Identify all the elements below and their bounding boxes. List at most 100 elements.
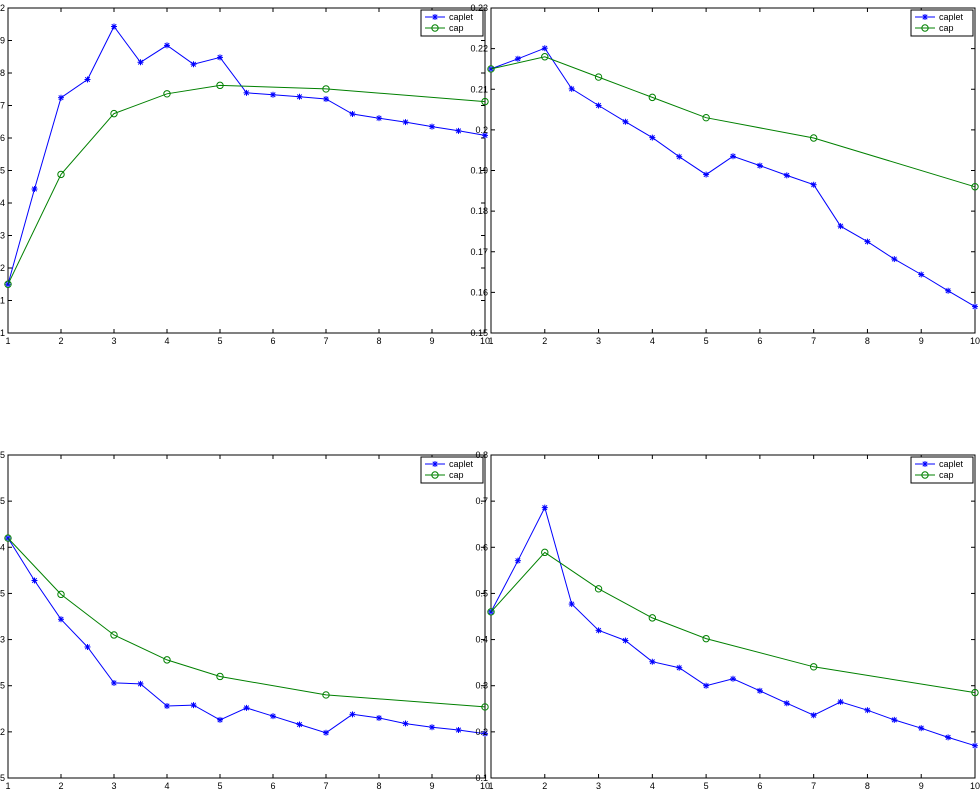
y-tick-label: 0.7 bbox=[475, 496, 488, 506]
legend-entry-cap: cap bbox=[425, 470, 464, 480]
y-tick-label: 0.35 bbox=[0, 588, 5, 598]
data-point-caplet bbox=[972, 303, 978, 310]
plot-area bbox=[490, 454, 976, 779]
data-point-cap bbox=[541, 548, 549, 557]
data-point-caplet bbox=[137, 59, 144, 66]
data-point-caplet bbox=[31, 186, 38, 193]
legend-entry-caplet: caplet bbox=[915, 459, 964, 469]
x-tick-label: 2 bbox=[58, 336, 63, 346]
data-point-cap bbox=[163, 90, 171, 98]
x-tick-label: 9 bbox=[919, 336, 924, 346]
data-point-cap bbox=[322, 691, 330, 699]
legend-label: caplet bbox=[449, 12, 474, 22]
x-tick-label: 1 bbox=[488, 781, 493, 791]
y-tick-label: 0.5 bbox=[475, 588, 488, 598]
data-point-caplet bbox=[323, 729, 329, 736]
x-tick-label: 1 bbox=[5, 336, 10, 346]
y-tick-label: 0.15 bbox=[470, 328, 488, 338]
data-point-caplet bbox=[455, 127, 462, 134]
x-tick-label: 3 bbox=[111, 781, 116, 791]
data-point-cap bbox=[4, 280, 12, 288]
legend-entry-cap: cap bbox=[915, 23, 954, 33]
y-tick-label: 0.22 bbox=[470, 44, 488, 54]
y-tick-label: 0.11 bbox=[0, 296, 5, 306]
series-cap bbox=[487, 548, 979, 697]
data-point-caplet bbox=[349, 110, 356, 117]
data-point-cap bbox=[648, 614, 657, 622]
y-tick-label: 0.21 bbox=[470, 84, 488, 94]
chart-panel-3: 1 2 3 4 5 6 7 8 9 10 0.15 0.2 0.25 0.3 0.35 0.4 0.45 0.5 c… bbox=[0, 450, 490, 791]
y-tick-label: 0.1 bbox=[0, 328, 5, 338]
legend-marker-star bbox=[922, 14, 928, 20]
data-point-caplet bbox=[111, 679, 117, 686]
data-point-caplet bbox=[864, 707, 871, 714]
data-point-cap bbox=[594, 585, 603, 593]
x-tick-label: 5 bbox=[217, 336, 222, 346]
data-point-caplet bbox=[595, 627, 602, 634]
data-point-caplet bbox=[111, 23, 117, 30]
legend-marker-circle bbox=[921, 471, 929, 479]
legend-marker-circle bbox=[921, 24, 929, 32]
series-caplet bbox=[488, 45, 978, 310]
data-point-caplet bbox=[837, 223, 844, 230]
data-point-caplet bbox=[783, 700, 790, 707]
y-tick-label: 0.13 bbox=[0, 231, 5, 241]
y-tick-label: 0.2 bbox=[475, 727, 488, 737]
x-tick-label: 5 bbox=[704, 336, 709, 346]
legend-entry-cap: cap bbox=[425, 23, 464, 33]
legend-entry-caplet: caplet bbox=[425, 459, 474, 469]
data-point-cap bbox=[487, 65, 495, 73]
y-tick-label: 0.4 bbox=[0, 542, 5, 552]
x-tick-label: 8 bbox=[865, 336, 870, 346]
data-point-caplet bbox=[649, 658, 656, 665]
legend-marker-circle bbox=[431, 24, 439, 32]
y-tick-label: 0.17 bbox=[0, 101, 5, 111]
y-tick-label: 0.18 bbox=[0, 68, 5, 78]
series-line-cap bbox=[490, 56, 976, 188]
data-point-cap bbox=[110, 109, 118, 118]
data-point-caplet bbox=[541, 504, 548, 511]
data-point-caplet bbox=[730, 675, 736, 682]
legend-box bbox=[910, 456, 974, 484]
data-point-caplet bbox=[810, 712, 817, 719]
data-point-cap bbox=[809, 663, 818, 671]
data-point-caplet bbox=[837, 698, 844, 705]
legend-box bbox=[420, 456, 484, 484]
data-point-caplet bbox=[429, 724, 435, 731]
data-point-cap bbox=[541, 53, 549, 61]
x-tick-label: 8 bbox=[865, 781, 870, 791]
x-tick-label: 3 bbox=[596, 781, 601, 791]
data-point-caplet bbox=[783, 172, 790, 179]
data-point-caplet bbox=[541, 45, 548, 52]
x-tick-label: 1 bbox=[488, 336, 493, 346]
x-tick-label: 5 bbox=[217, 781, 222, 791]
legend-marker-star bbox=[432, 14, 438, 20]
x-tick-label: 3 bbox=[111, 336, 116, 346]
x-tick-label: 5 bbox=[704, 781, 709, 791]
data-point-caplet bbox=[972, 742, 978, 749]
data-point-caplet bbox=[376, 115, 382, 122]
x-tick-label: 4 bbox=[650, 336, 655, 346]
data-point-caplet bbox=[190, 702, 197, 709]
legend-label: cap bbox=[449, 470, 464, 480]
y-tick-label: 0.19 bbox=[470, 166, 488, 176]
plot-area bbox=[490, 7, 976, 334]
y-tick-label: 0.15 bbox=[0, 773, 5, 783]
data-point-caplet bbox=[703, 171, 710, 178]
x-tick-label: 4 bbox=[164, 781, 169, 791]
legend-entry-caplet: caplet bbox=[425, 12, 474, 22]
y-tick-label: 0.4 bbox=[475, 635, 488, 645]
x-tick-label: 7 bbox=[811, 336, 816, 346]
data-point-caplet bbox=[58, 616, 64, 623]
series-cap bbox=[4, 81, 489, 288]
data-point-caplet bbox=[31, 577, 38, 584]
series-caplet bbox=[5, 535, 488, 737]
data-point-caplet bbox=[270, 713, 276, 720]
data-point-caplet bbox=[58, 94, 64, 101]
data-point-caplet bbox=[676, 153, 683, 160]
x-tick-label: 4 bbox=[650, 781, 655, 791]
y-tick-label: 0.23 bbox=[470, 3, 488, 13]
